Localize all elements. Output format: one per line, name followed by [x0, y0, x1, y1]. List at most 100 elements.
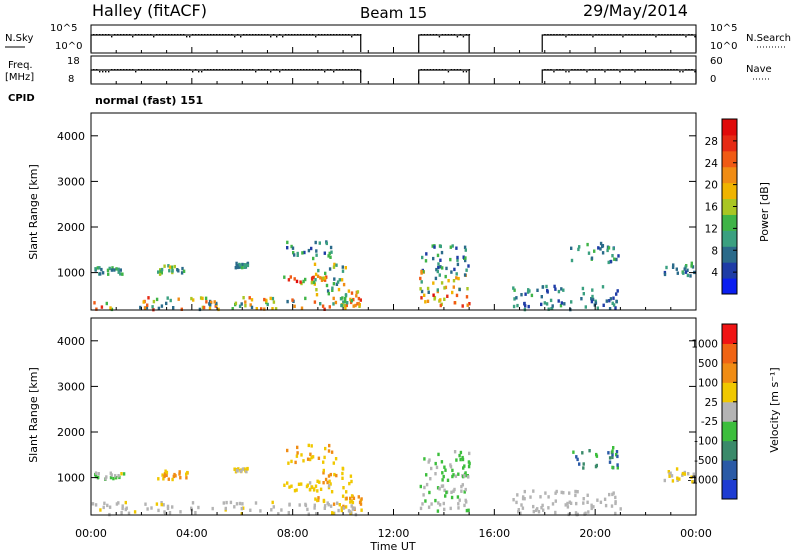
scatter-cell: [420, 280, 423, 284]
scatter-cell: [121, 506, 124, 511]
scatter-cell: [108, 266, 111, 271]
scatter-cell: [348, 510, 352, 514]
scatter-cell: [586, 500, 589, 504]
scatter-cell: [293, 304, 296, 308]
freq-tick-top: 18: [67, 56, 80, 67]
scatter-cell: [272, 505, 275, 509]
freq-point: [586, 71, 588, 73]
scatter-cell: [110, 473, 113, 477]
nsky-point: [282, 36, 284, 38]
scatter-cell: [332, 502, 336, 506]
scatter-cell: [259, 509, 262, 513]
scatter-cell: [683, 472, 687, 476]
scatter-cell: [539, 495, 542, 499]
velocity-y-axis: 1000 2000 3000 4000: [57, 335, 696, 485]
scatter-cell: [310, 246, 313, 251]
scatter-cell: [588, 449, 591, 453]
scatter-cell: [110, 268, 114, 272]
scatter-cell: [344, 306, 347, 311]
scatter-cell: [532, 489, 535, 493]
scatter-cell: [560, 490, 563, 495]
scatter-cell: [350, 504, 353, 508]
scatter-cell: [114, 476, 118, 480]
scatter-cell: [437, 452, 440, 457]
scatter-cell: [157, 306, 161, 311]
scatter-cell: [246, 467, 249, 471]
scatter-cell: [235, 261, 238, 266]
nsky-point: [234, 36, 236, 38]
scatter-cell: [447, 279, 450, 283]
scatter-cell: [287, 511, 290, 515]
freq-point: [255, 71, 257, 73]
colorbar-tick-label: 24: [705, 158, 719, 170]
scatter-cell: [512, 304, 516, 309]
freq-point: [333, 71, 335, 73]
scatter-cell: [231, 307, 234, 311]
scatter-cell: [241, 265, 244, 270]
scatter-cell: [165, 470, 169, 475]
scatter-cell: [609, 297, 613, 301]
scatter-cell: [242, 506, 245, 510]
freq-point: [105, 71, 107, 73]
scatter-cell: [456, 262, 460, 267]
scatter-cell: [330, 490, 334, 494]
scatter-cell: [173, 264, 176, 269]
scatter-cell: [549, 298, 553, 303]
scatter-cell: [578, 462, 581, 466]
scatter-cell: [327, 484, 331, 488]
scatter-cell: [328, 479, 331, 483]
scatter-cell: [423, 485, 426, 490]
scatter-cell: [542, 508, 545, 512]
scatter-cell: [146, 303, 149, 307]
scatter-cell: [601, 244, 604, 249]
scatter-cell: [569, 501, 573, 505]
scatter-cell: [513, 288, 516, 292]
scatter-cell: [306, 457, 310, 461]
scatter-cell: [106, 503, 109, 508]
velocity-scatter: [91, 443, 695, 517]
scatter-cell: [466, 287, 469, 291]
scatter-cell: [292, 251, 295, 255]
scatter-cell: [277, 512, 280, 516]
scatter-cell: [455, 272, 458, 276]
colorbar-swatch: [722, 460, 737, 481]
scatter-cell: [450, 270, 453, 274]
scatter-cell: [260, 307, 263, 311]
scatter-cell: [449, 465, 453, 469]
scatter-cell: [464, 258, 467, 263]
scatter-cell: [344, 505, 348, 509]
scatter-cell: [436, 509, 440, 513]
scatter-cell: [290, 484, 293, 488]
scatter-cell: [615, 292, 618, 296]
scatter-cell: [426, 286, 430, 291]
scatter-cell: [424, 259, 428, 263]
y-tick-label: 2000: [57, 221, 85, 234]
scatter-cell: [576, 457, 579, 462]
scatter-cell: [326, 289, 330, 293]
scatter-cell: [245, 469, 248, 474]
scatter-cell: [432, 293, 435, 297]
scatter-cell: [591, 297, 595, 302]
scatter-cell: [329, 245, 333, 250]
scatter-cell: [349, 496, 352, 501]
scatter-cell: [210, 300, 213, 305]
scatter-cell: [120, 472, 123, 476]
scatter-cell: [436, 288, 439, 292]
scatter-cell: [455, 276, 458, 280]
scatter-cell: [314, 278, 317, 282]
scatter-cell: [687, 472, 690, 476]
scatter-cell: [190, 296, 193, 301]
scatter-cell: [553, 284, 556, 289]
scatter-cell: [434, 461, 437, 466]
power-panel-frame: [90, 112, 697, 311]
scatter-cell: [437, 501, 440, 505]
colorbar-tick-label: 8: [711, 245, 718, 257]
nave-tick-top: 60: [710, 56, 723, 67]
scatter-cell: [97, 472, 100, 476]
scatter-cell: [338, 503, 341, 507]
scatter-cell: [163, 472, 167, 476]
y-tick-label: 4000: [57, 130, 85, 143]
scatter-cell: [295, 488, 298, 492]
scatter-cell: [459, 457, 462, 462]
freq-point: [108, 71, 110, 73]
